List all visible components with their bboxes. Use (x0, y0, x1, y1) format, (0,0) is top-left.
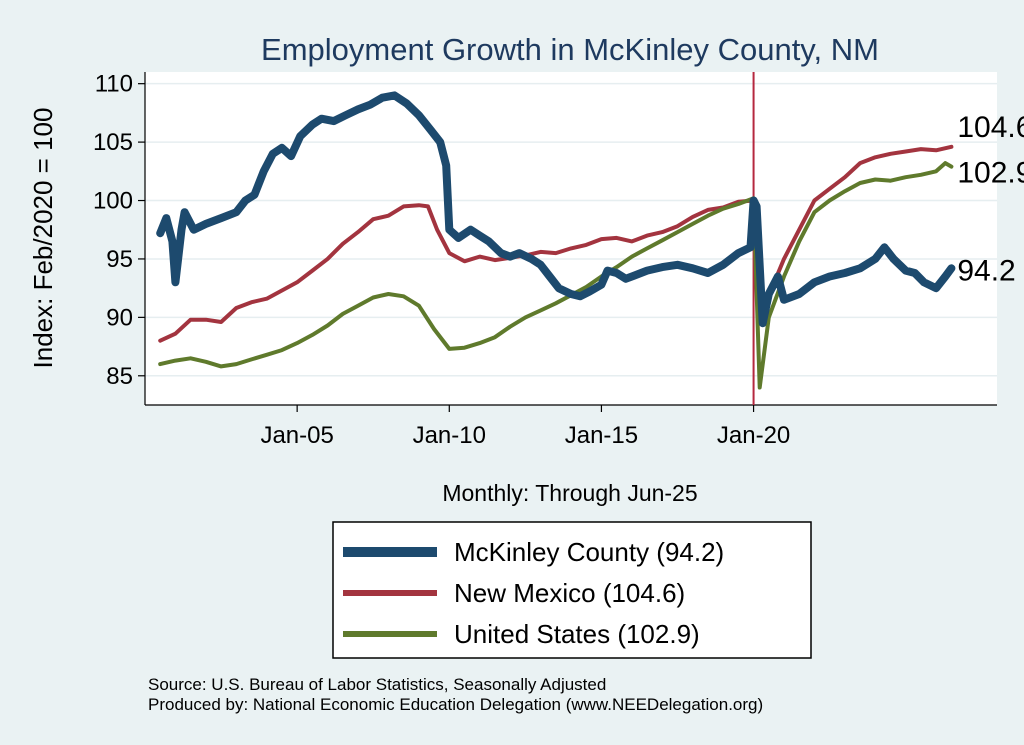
y-tick-label: 100 (93, 188, 133, 215)
plot-area (145, 72, 997, 405)
x-tick-label: Jan-05 (260, 422, 333, 449)
x-axis-title: Monthly: Through Jun-25 (442, 480, 697, 506)
source-text: Source: U.S. Bureau of Labor Statistics,… (148, 675, 606, 694)
y-tick-label: 90 (106, 304, 133, 331)
y-tick-label: 85 (106, 363, 133, 390)
series-end-label: 102.9 (957, 157, 1024, 190)
series-line (158, 144, 954, 343)
legend-label: New Mexico (104.6) (454, 578, 685, 608)
y-tick-label: 105 (93, 129, 133, 156)
axes: 85 90 95 100 105 110 Jan-05 Jan-10 Jan-15 Jan-20 (93, 71, 997, 449)
producer-text: Produced by: National Economic Education… (148, 695, 763, 714)
y-axis-title: Index: Feb/2020 = 100 (28, 108, 58, 369)
series-end-label: 94.2 (957, 254, 1015, 287)
y-tick-label: 110 (95, 71, 133, 98)
x-tick-label: Jan-10 (413, 422, 486, 449)
series-line (156, 91, 956, 328)
gridlines (145, 82, 997, 377)
legend-label: McKinley County (94.2) (454, 537, 724, 567)
legend-label: United States (102.9) (454, 619, 700, 649)
chart-title: Employment Growth in McKinley County, NM (261, 32, 879, 67)
x-tick-label: Jan-20 (717, 422, 790, 449)
end-labels: 94.2 104.6 102.9 (957, 111, 1024, 288)
series-end-label: 104.6 (957, 111, 1024, 144)
series-lines (156, 91, 956, 390)
legend: McKinley County (94.2) New Mexico (104.6)… (332, 521, 812, 659)
y-tick-label: 95 (106, 246, 133, 273)
x-tick-label: Jan-15 (565, 422, 638, 449)
